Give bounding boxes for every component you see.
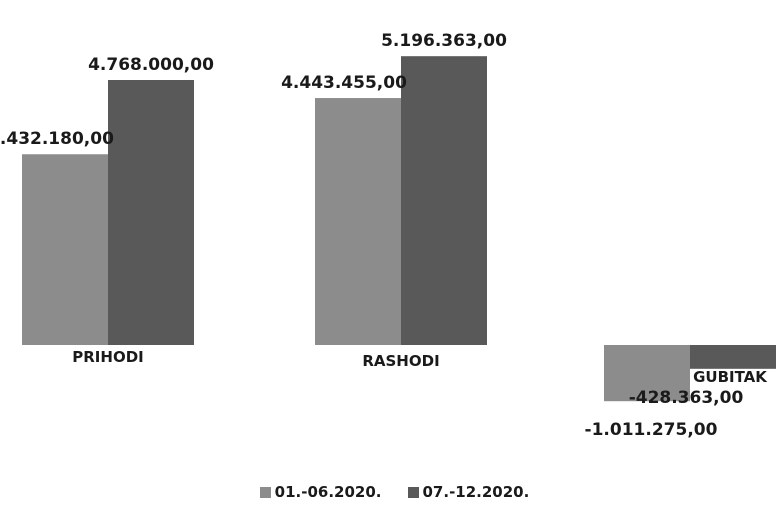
data-label-rashodi-series-2: 5.196.363,00 xyxy=(381,31,507,51)
legend-swatch-series-1 xyxy=(259,486,271,498)
data-label-prihodi-series-2: 4.768.000,00 xyxy=(88,55,214,75)
legend-label-series-2: 07.-12.2020. xyxy=(422,483,530,501)
legend-label-series-1: 01.-06.2020. xyxy=(274,483,382,501)
legend: 01.-06.2020. 07.-12.2020. xyxy=(0,483,783,501)
legend-item-series-2: 07.-12.2020. xyxy=(407,483,530,501)
category-labels-group: PRIHODI RASHODI GUBITAK xyxy=(72,348,768,386)
bar-prihodi-series-1 xyxy=(22,154,108,345)
data-label-rashodi-series-1: 4.443.455,00 xyxy=(281,73,407,93)
category-label-gubitak: GUBITAK xyxy=(693,368,768,386)
bar-prihodi-series-2 xyxy=(108,80,194,345)
bars-group xyxy=(22,56,776,402)
data-labels-group: 3.432.180,00 4.768.000,00 4.443.455,00 5.19… xyxy=(0,31,743,440)
category-label-prihodi: PRIHODI xyxy=(72,348,143,366)
category-label-rashodi: RASHODI xyxy=(362,352,439,370)
bar-gubitak-series-1 xyxy=(604,345,690,402)
bar-rashodi-series-1 xyxy=(315,98,401,345)
bar-rashodi-series-2 xyxy=(401,56,487,345)
legend-swatch-series-2 xyxy=(407,486,419,498)
data-label-prihodi-series-1: 3.432.180,00 xyxy=(0,129,114,149)
bar-gubitak-series-2 xyxy=(690,345,776,369)
legend-item-series-1: 01.-06.2020. xyxy=(259,483,382,501)
data-label-gubitak-series-1: -1.011.275,00 xyxy=(585,420,718,440)
data-label-gubitak-series-2: -428.363,00 xyxy=(629,388,744,408)
